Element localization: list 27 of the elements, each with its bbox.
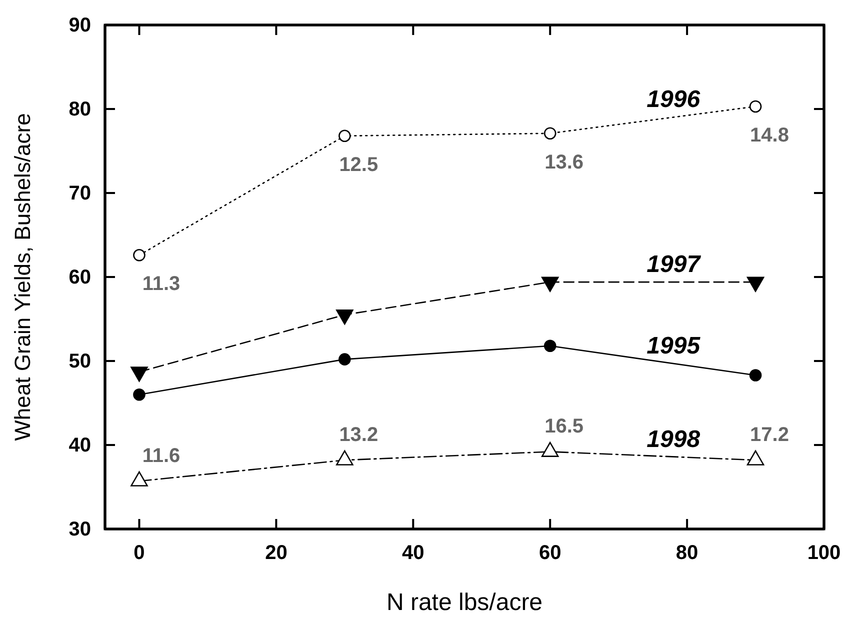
y-tick-label: 80 — [68, 98, 91, 120]
annotation: 13.6 — [544, 151, 584, 174]
annotation: 14.8 — [750, 124, 789, 146]
series-label: 1996 — [646, 86, 701, 114]
series-label: 1995 — [646, 332, 701, 360]
x-tick-label: 40 — [402, 542, 424, 564]
y-tick-label: 40 — [68, 434, 91, 456]
x-tick-label: 20 — [265, 542, 288, 564]
annotation: 11.6 — [142, 445, 180, 468]
x-tick-label: 80 — [676, 542, 698, 564]
annotation: 11.3 — [142, 273, 180, 296]
x-axis-title: N rate lbs/acre — [386, 589, 543, 616]
annotation: 13.2 — [339, 424, 378, 446]
y-tick-label: 50 — [68, 350, 91, 372]
annotation: 12.5 — [339, 154, 378, 176]
x-tick-label: 0 — [134, 542, 145, 564]
y-axis-title: Wheat Grain Yields, Bushels/acre — [10, 113, 35, 441]
series-label: 1997 — [646, 251, 702, 278]
x-tick-label: 100 — [807, 542, 841, 564]
y-tick-label: 90 — [68, 14, 91, 36]
y-tick-label: 60 — [68, 266, 91, 288]
annotation: 16.5 — [544, 416, 584, 438]
y-tick-label: 30 — [68, 518, 91, 540]
y-tick-label: 70 — [68, 182, 91, 204]
x-tick-label: 60 — [538, 542, 562, 564]
series-label: 1998 — [646, 426, 701, 453]
annotation: 17.2 — [750, 424, 789, 446]
